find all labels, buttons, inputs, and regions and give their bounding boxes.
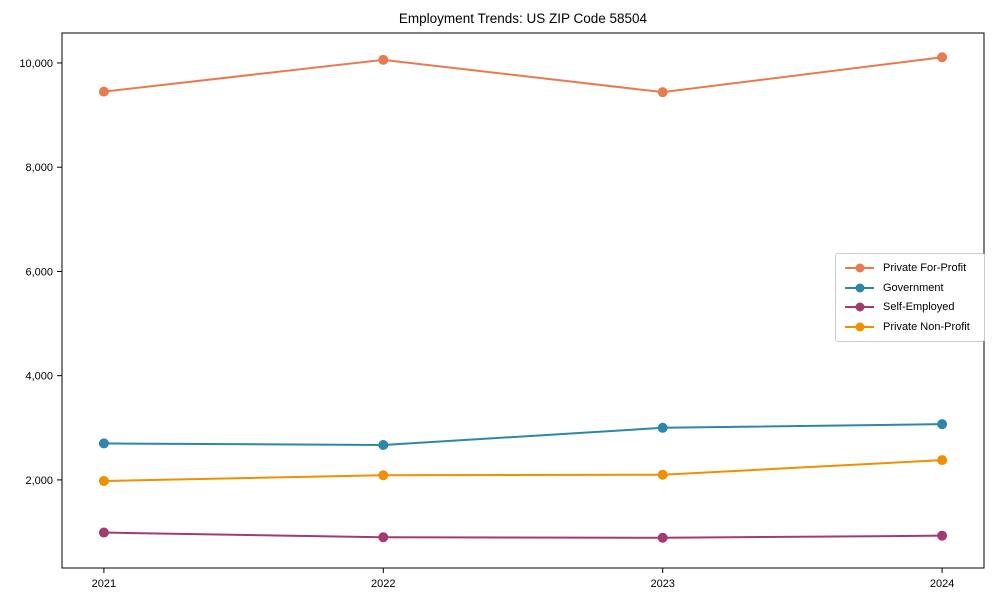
series-line-self-employed xyxy=(102,531,944,539)
data-point-government-2023 xyxy=(657,422,668,433)
legend-marker-icon xyxy=(845,283,874,293)
y-tick-label: 4,000 xyxy=(25,371,53,383)
legend-item-self-employed: Self-Employed xyxy=(845,301,975,313)
data-point-private-non-profit-2022 xyxy=(378,470,389,481)
y-tick-label: 10,000 xyxy=(19,58,53,70)
x-tick-label-2023: 2023 xyxy=(650,578,674,590)
legend-marker-icon xyxy=(845,302,874,312)
data-point-self-employed-2024 xyxy=(937,530,948,541)
legend-item-private-non-profit: Private Non-Profit xyxy=(845,321,975,333)
chart-title: Employment Trends: US ZIP Code 58504 xyxy=(398,11,648,26)
legend-item-private-for-profit: Private For-Profit xyxy=(845,262,975,274)
data-point-government-2022 xyxy=(378,439,389,450)
data-point-government-2024 xyxy=(937,419,948,430)
legend-dot-icon xyxy=(855,283,864,293)
data-point-self-employed-2022 xyxy=(378,532,389,543)
y-tick-label: 6,000 xyxy=(25,266,53,278)
legend-label: Self-Employed xyxy=(883,301,955,314)
legend-dot-icon xyxy=(855,263,864,273)
data-point-private-for-profit-2022 xyxy=(378,54,389,65)
x-tick-label-2021: 2021 xyxy=(92,578,116,590)
legend-item-government: Government xyxy=(845,282,975,294)
data-point-self-employed-2023 xyxy=(657,532,668,543)
data-point-government-2021 xyxy=(98,438,109,449)
x-tick-label-2022: 2022 xyxy=(371,578,395,590)
legend-marker-icon xyxy=(845,263,874,273)
data-point-private-for-profit-2023 xyxy=(657,87,668,98)
data-point-private-for-profit-2021 xyxy=(98,86,109,97)
series-line-government xyxy=(102,423,944,446)
x-tick-label-2024: 2024 xyxy=(930,578,954,590)
y-tick-label: 8,000 xyxy=(25,162,53,174)
legend-label: Government xyxy=(883,281,944,294)
data-point-private-non-profit-2024 xyxy=(937,455,948,466)
legend-label: Private For-Profit xyxy=(883,261,967,274)
legend-dot-icon xyxy=(855,322,864,332)
legend-label: Private Non-Profit xyxy=(883,321,970,334)
data-point-private-non-profit-2023 xyxy=(657,469,668,480)
legend-marker-icon xyxy=(845,322,874,332)
data-point-private-for-profit-2024 xyxy=(937,52,948,63)
data-point-private-non-profit-2021 xyxy=(98,475,109,486)
legend-dot-icon xyxy=(855,302,864,312)
series-line-private-non-profit xyxy=(102,459,944,482)
y-tick-label: 2,000 xyxy=(25,475,53,487)
chart-legend: Private For-Profit Government Self-Employe… xyxy=(835,253,985,342)
data-point-self-employed-2021 xyxy=(98,527,109,538)
series-line-private-for-profit xyxy=(102,56,944,94)
